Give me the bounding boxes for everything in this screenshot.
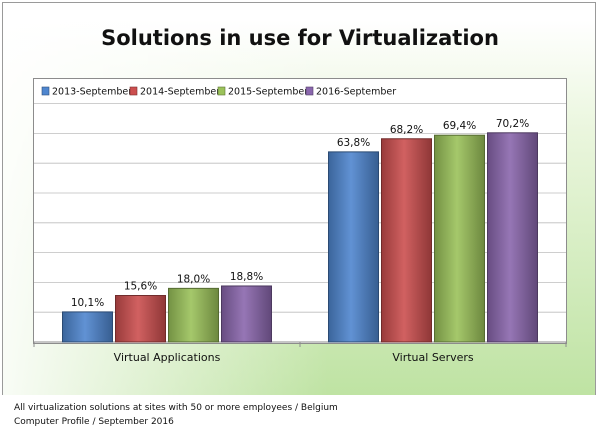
data-label: 68,2% [390,124,423,136]
data-label: 18,0% [177,273,210,285]
data-label: 63,8% [337,137,370,149]
data-label: 15,6% [124,281,157,293]
legend-label: 2016-September [316,87,396,98]
x-tick-label: Virtual Applications [114,351,221,364]
footer-band [2,395,596,436]
legend-label: 2013-September [52,87,132,98]
legend-swatch [129,86,138,96]
x-tick-label: Virtual Servers [392,351,474,364]
bar [381,138,432,343]
footnote: All virtualization solutions at sites wi… [14,401,338,429]
legend-swatch [305,86,314,96]
bar [115,295,166,343]
footnote-line-2: Computer Profile / September 2016 [14,417,174,427]
data-label: 69,4% [443,120,476,132]
bar [62,311,113,343]
chart-title: Solutions in use for Virtualization [101,26,499,50]
footnote-line-1: All virtualization solutions at sites wi… [14,403,338,413]
data-label: 10,1% [71,297,104,309]
data-label: 70,2% [496,118,529,130]
legend-swatch [217,86,226,96]
legend-label: 2015-September [228,87,308,98]
bar [487,132,538,343]
bar [434,134,485,343]
bar [328,151,379,343]
legend-swatch [41,86,50,96]
data-label: 18,8% [230,271,263,283]
legend-label: 2014-September [140,87,220,98]
bar [168,287,219,343]
bar [221,285,272,343]
